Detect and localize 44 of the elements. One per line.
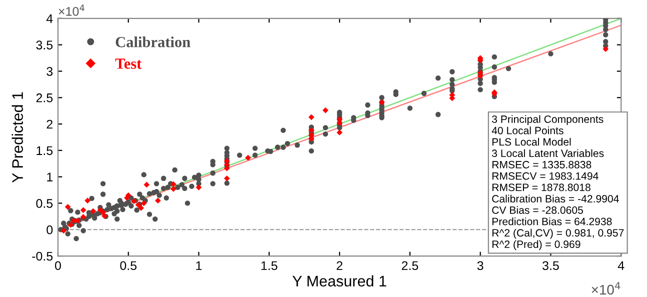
x-tick-label: 0 bbox=[54, 261, 61, 270]
x-tick-label: 2 bbox=[336, 261, 342, 270]
legend-label: Calibration bbox=[116, 36, 190, 48]
point bbox=[84, 198, 90, 204]
y-tick-label: 4 bbox=[46, 14, 53, 23]
x-tick-label: 1 bbox=[196, 261, 202, 270]
y-tick-label: 2.5 bbox=[36, 93, 53, 102]
y-tick-label: 3 bbox=[46, 67, 53, 76]
point bbox=[336, 130, 342, 136]
y-tick-label: -0.5 bbox=[32, 252, 53, 261]
x-tick-label: 3.5 bbox=[542, 261, 559, 270]
y-tick-label: 0 bbox=[46, 225, 53, 234]
point bbox=[140, 200, 147, 206]
point bbox=[90, 208, 96, 214]
x-tick-label: 2.5 bbox=[402, 261, 418, 270]
y-tick-label: 2 bbox=[46, 120, 52, 129]
text: 3 Principal Components 40 Local Points PLS Local Model 3 Local Latent Variables RMSEC = 1335.8838 RMSECV = 1983.1494 RMSEP = 1878.8018 Calibration Bias = -42.9904 CV Bias = -28.0605 Prediction Bias = 64.2938 R^2 (Cal,CV) = 0.981, 0.957 R^2 (Pred) = 0.969 bbox=[492, 115, 624, 250]
point bbox=[60, 228, 67, 234]
y-tick-label: 1.5 bbox=[36, 146, 53, 156]
point bbox=[196, 184, 202, 190]
point bbox=[154, 198, 161, 204]
y-tick-label: 1 bbox=[47, 172, 52, 182]
point bbox=[170, 186, 176, 192]
x-tick-label: 1.5 bbox=[261, 261, 278, 270]
x-tick-label: 4 bbox=[618, 261, 624, 270]
point bbox=[602, 46, 609, 52]
y-axis-title: Y Predicted 1 bbox=[12, 92, 23, 183]
point bbox=[80, 207, 86, 214]
text: ×10$^{4}$ bbox=[58, 4, 84, 16]
x-tick-label: 3 bbox=[477, 261, 484, 270]
point bbox=[138, 205, 144, 211]
point bbox=[308, 114, 314, 120]
point bbox=[144, 182, 150, 188]
legend-label: Test bbox=[115, 58, 142, 69]
point bbox=[224, 175, 230, 182]
point bbox=[170, 181, 176, 188]
text: ×10$^{4}$ bbox=[592, 282, 620, 295]
point bbox=[245, 154, 251, 161]
point bbox=[64, 204, 71, 210]
y-tick-label: 3.5 bbox=[36, 40, 53, 50]
x-axis-title: Y Measured 1 bbox=[292, 275, 386, 287]
x-tick-label: 0.5 bbox=[120, 261, 137, 270]
point bbox=[322, 107, 328, 114]
y-tick-label: 0.5 bbox=[36, 199, 53, 208]
